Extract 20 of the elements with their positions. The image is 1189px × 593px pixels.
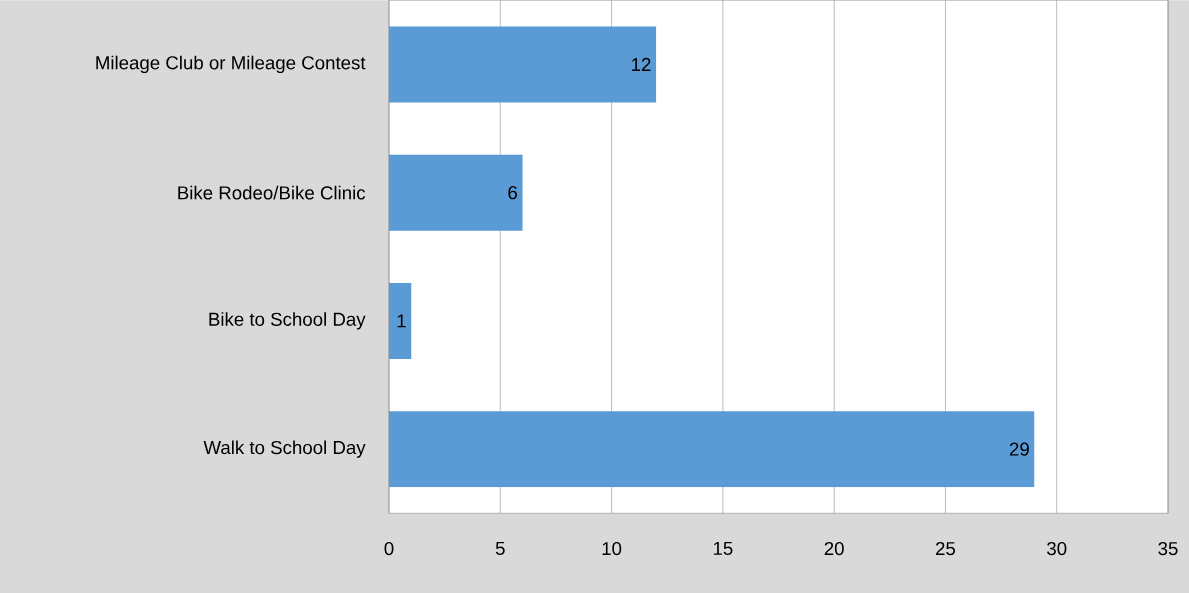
x-tick-label: 15	[713, 541, 733, 555]
x-tick-label: 20	[824, 541, 844, 556]
bar	[389, 26, 657, 103]
data-label: 1	[397, 314, 406, 328]
x-tick-label: 0	[384, 541, 394, 556]
bar	[389, 282, 412, 359]
y-tick-label: Mileage Club or Mileage Contest	[96, 55, 366, 73]
data-label: 12	[632, 57, 651, 71]
data-label: 29	[1009, 442, 1029, 456]
bar	[389, 411, 1035, 488]
data-label: 6	[508, 185, 518, 200]
y-tick-label: Bike to School Day	[209, 312, 366, 330]
x-tick-label: 35	[1158, 541, 1178, 556]
x-tick-label: 10	[602, 541, 622, 556]
x-tick-label: 25	[935, 541, 956, 556]
x-tick-label: 5	[495, 541, 505, 555]
y-tick-label: Bike Rodeo/Bike Clinic	[178, 185, 366, 200]
y-tick-label: Walk to School Day	[203, 440, 366, 458]
bar	[389, 154, 523, 231]
x-tick-label: 30	[1047, 541, 1067, 556]
